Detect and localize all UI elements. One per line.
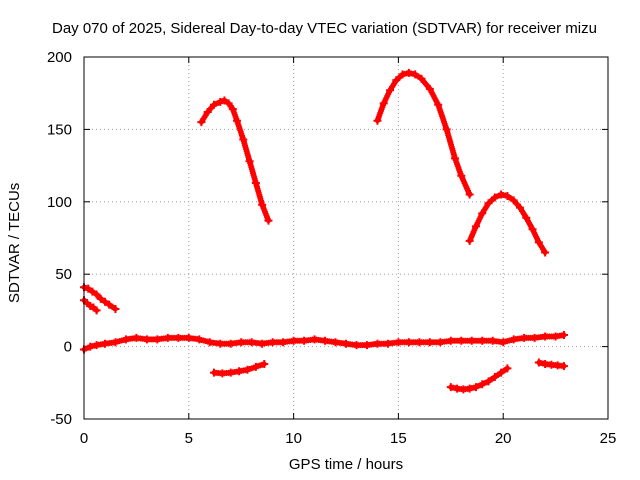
data-point-marker [264,215,271,222]
data-point-marker [242,367,249,374]
data-point-marker [398,72,405,79]
data-point-marker [534,237,541,244]
data-point-marker [522,213,529,220]
data-point-marker [203,110,210,117]
x-tick-label: 0 [80,430,88,447]
series-arc-3 [465,190,550,257]
data-point-marker [484,201,491,208]
data-point-marker [239,134,246,141]
data-point-marker [85,301,92,308]
data-point-marker [490,375,497,382]
grid-lines [84,57,608,419]
data-point-marker [110,339,117,346]
y-tick-label: 200 [47,49,72,66]
series-arc-1 [197,96,273,225]
data-point-marker [258,199,265,206]
data-point-marker [472,225,479,232]
data-point-marker [91,342,98,349]
data-point-marker [465,189,472,196]
x-tick-label: 5 [185,430,193,447]
data-point-marker [120,336,127,343]
plot-frame [83,56,609,420]
series-arc-2 [373,68,474,199]
data-point-marker [246,156,253,163]
data-point-marker [490,195,497,202]
data-point-marker [233,115,240,122]
data-point-marker [209,103,216,110]
data-point-marker [250,364,257,371]
x-axis-label: GPS time / hours [288,456,404,473]
data-point-marker [252,178,259,185]
data-point [471,222,480,231]
data-point-marker [259,361,266,368]
data-point-marker [502,192,509,199]
data-point-marker [425,84,432,91]
x-tick-label: 20 [495,430,512,447]
data-point-marker [457,170,464,177]
data-point-marker [204,338,211,345]
data-point [465,236,474,245]
data-point-marker [478,212,485,219]
data-point-marker [502,366,509,373]
data-point-marker [470,384,477,391]
x-tick-label: 15 [390,430,407,447]
data-series [80,68,568,394]
data-point [465,190,474,199]
data-point-marker [215,99,222,106]
data-point-marker [496,370,503,377]
data-point-marker [88,303,95,310]
data-point-marker [85,344,92,351]
y-axis-label: SDTVAR / TECUs [6,182,23,303]
data-point-marker [477,382,484,389]
series-arc-5 [80,296,101,315]
data-point-marker [558,332,565,339]
data-point-marker [228,104,235,111]
data-point-marker [386,89,393,96]
series-arc-4 [80,283,120,313]
data-point-marker [558,362,565,369]
axis-ticks: 0 5 10 15 20 25 -50 0 50 100 150 200 [47,49,616,447]
data-point-marker [194,336,201,343]
data-point-marker [528,224,535,231]
data-point-marker [451,153,458,160]
data-point-marker [434,100,441,107]
data-point-marker [483,379,490,386]
y-tick-label: -50 [50,411,72,428]
series-neg-arc-3 [534,358,568,371]
data-point-marker [92,305,99,312]
data-point-marker [380,102,387,109]
data-point [92,306,101,315]
data-point-marker [442,124,449,131]
data-point-marker [410,70,417,77]
data-point-marker [541,247,548,254]
series-baseline [80,331,568,354]
x-tick-label: 10 [285,430,302,447]
x-tick-label: 25 [600,430,617,447]
y-tick-label: 50 [55,266,72,283]
data-point-marker [392,78,399,85]
series-neg-arc-2 [446,364,512,394]
y-tick-label: 100 [47,194,72,211]
data-point-marker [508,336,515,343]
data-point-marker [110,304,117,311]
data-point-marker [515,203,522,210]
y-tick-label: 150 [47,121,72,138]
y-tick-label: 0 [64,339,72,356]
series-neg-arc-1 [209,359,269,378]
chart-title: Day 070 of 2025, Sidereal Day-to-day VTE… [52,20,597,37]
